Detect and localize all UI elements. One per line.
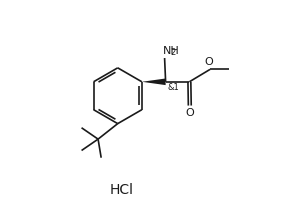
Polygon shape: [142, 78, 166, 85]
Text: &1: &1: [168, 83, 180, 92]
Text: HCl: HCl: [110, 183, 134, 197]
Text: NH: NH: [163, 46, 180, 56]
Text: O: O: [185, 108, 194, 118]
Text: 2: 2: [170, 48, 176, 57]
Text: O: O: [205, 57, 213, 67]
